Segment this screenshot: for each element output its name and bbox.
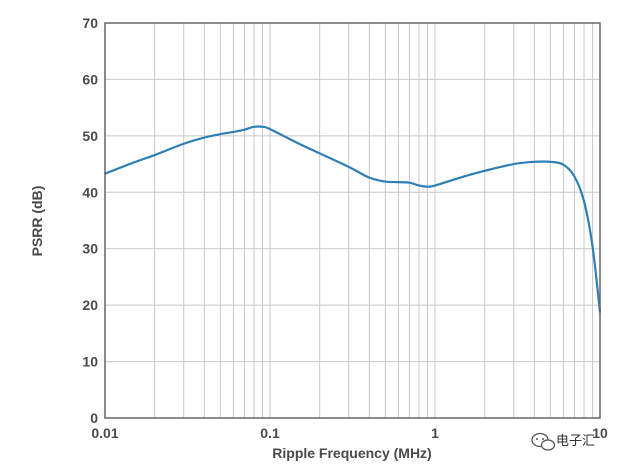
x-tick-label: 1 <box>431 425 439 441</box>
x-tick-label: 0.1 <box>260 425 280 441</box>
watermark-text: 电子汇 <box>556 434 595 449</box>
y-tick-labels: 0 10 20 30 40 50 60 70 <box>82 15 98 426</box>
y-tick-label: 70 <box>82 15 98 31</box>
x-axis-title: Ripple Frequency (MHz) <box>272 445 431 461</box>
y-tick-label: 20 <box>82 297 98 313</box>
watermark: 电子汇 <box>531 432 595 451</box>
psrr-series-line <box>103 125 602 314</box>
y-axis-title: PSRR (dB) <box>29 186 45 257</box>
plot-frame <box>104 22 601 419</box>
y-tick-label: 10 <box>82 354 98 370</box>
y-tick-label: 30 <box>82 241 98 257</box>
y-tick-label: 0 <box>90 410 98 426</box>
series-layer <box>103 125 602 314</box>
wechat-icon <box>531 432 556 451</box>
y-tick-label: 50 <box>82 128 98 144</box>
grid <box>105 23 600 418</box>
y-tick-label: 60 <box>82 71 98 87</box>
x-tick-label: 10 <box>592 425 608 441</box>
x-tick-label: 0.01 <box>91 425 118 441</box>
y-tick-label: 40 <box>82 184 98 200</box>
x-tick-labels: 0.01 0.1 1 10 <box>91 425 608 441</box>
